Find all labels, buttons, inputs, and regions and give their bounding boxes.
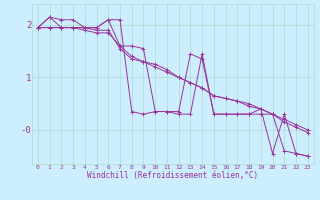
X-axis label: Windchill (Refroidissement éolien,°C): Windchill (Refroidissement éolien,°C) [87, 171, 258, 180]
